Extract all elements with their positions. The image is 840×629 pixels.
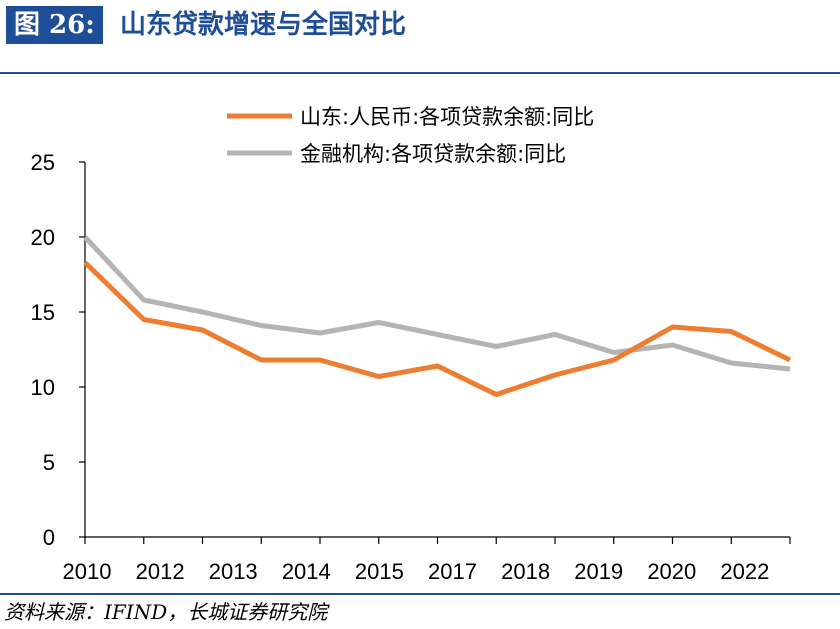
legend-label-shandong: 山东:人民币:各项贷款余额:同比 — [300, 105, 594, 129]
y-tick-label: 20 — [31, 225, 55, 250]
y-tick-label: 0 — [43, 525, 55, 550]
figure-title: 山东贷款增速与全国对比 — [120, 10, 407, 40]
y-tick-label: 5 — [43, 450, 55, 475]
legend-label-national: 金融机构:各项贷款余额:同比 — [300, 142, 566, 166]
chart-series — [83, 235, 792, 397]
figure-header: 图 26: 山东贷款增速与全国对比 — [0, 0, 840, 75]
figure-label: 图 26: — [6, 6, 103, 44]
x-tick-label: 2019 — [574, 559, 623, 584]
series-line-shandong — [83, 260, 792, 397]
x-tick-label: 2010 — [63, 559, 112, 584]
x-tick-label: 2017 — [428, 559, 477, 584]
source-note: 资料来源：IFIND，长城证券研究院 — [4, 600, 328, 624]
y-tick-label: 25 — [31, 150, 55, 175]
top-divider — [0, 72, 840, 74]
bottom-divider — [0, 593, 840, 595]
series-line-national — [83, 235, 791, 372]
x-tick-label: 2018 — [501, 559, 550, 584]
y-tick-label: 10 — [31, 375, 55, 400]
chart-axes: 0 5 10 15 20 25 2010 2012 2013 2014 2015 2017 2018 20… — [31, 150, 791, 584]
x-tick-label: 2012 — [136, 559, 185, 584]
x-tick-label: 2020 — [647, 559, 696, 584]
x-tick-label: 2014 — [282, 559, 331, 584]
x-tick-label: 2022 — [720, 559, 769, 584]
x-tick-label: 2013 — [209, 559, 258, 584]
x-tick-label: 2015 — [355, 559, 404, 584]
y-tick-label: 15 — [31, 300, 55, 325]
